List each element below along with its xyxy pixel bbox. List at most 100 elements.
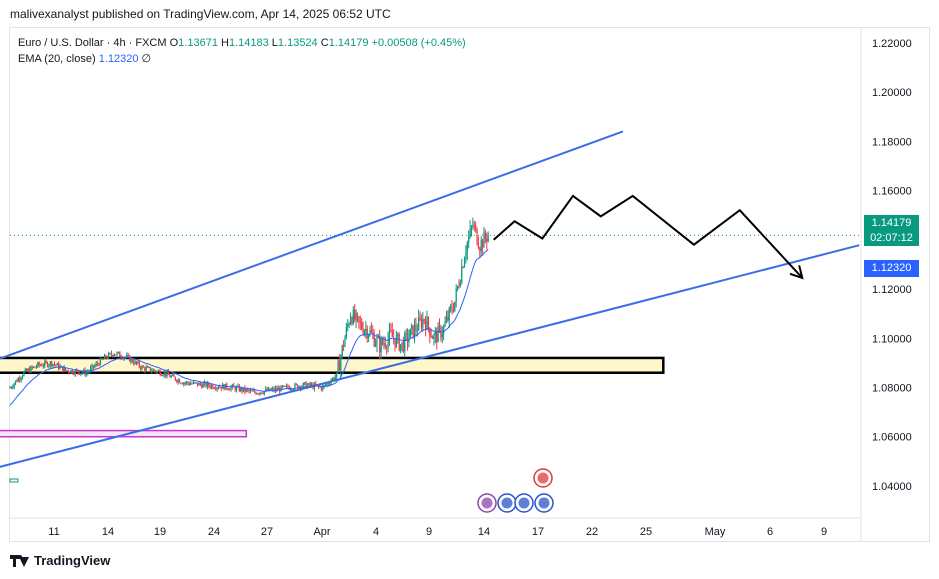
candle-body (162, 375, 164, 377)
candle-body (459, 282, 461, 287)
candle-body (216, 387, 218, 389)
x-tick-label: 19 (154, 526, 166, 538)
candle-body (81, 372, 83, 374)
candle-body (331, 378, 334, 381)
candle-body (406, 333, 409, 343)
candle-body (295, 384, 297, 386)
candle-body (373, 334, 375, 347)
candle-body (156, 371, 158, 373)
candle-body (348, 323, 350, 325)
x-tick-label: 22 (586, 526, 598, 538)
candle-body (133, 362, 135, 364)
open-value: 1.13671 (178, 37, 218, 49)
candle-body (217, 387, 220, 389)
y-tick-label: 1.12000 (872, 284, 912, 296)
candle-body (340, 356, 342, 371)
candle-body (26, 369, 28, 371)
candle-body (31, 366, 33, 368)
candle-body (90, 367, 92, 371)
candle-body (484, 232, 486, 239)
candle-body (294, 384, 296, 389)
candle-body (177, 379, 179, 382)
candle-body (426, 317, 428, 330)
candle-body (380, 338, 382, 353)
candle-body (351, 317, 353, 324)
candle-body (194, 382, 196, 384)
candle-body (245, 389, 247, 392)
candle-body (87, 371, 89, 373)
candle-body (427, 317, 429, 328)
candle-body (37, 362, 39, 367)
lower-zone (0, 429, 248, 438)
y-tick-label: 1.20000 (872, 87, 912, 99)
footer-brand[interactable]: TradingView (10, 553, 110, 568)
chart-frame[interactable] (9, 27, 930, 542)
candle-body (117, 352, 120, 354)
candle-body (334, 376, 336, 380)
y-tick-label: 1.18000 (872, 136, 912, 148)
candle-body (71, 370, 74, 374)
candle-body (297, 384, 299, 389)
candle-body (187, 381, 189, 384)
candle-body (402, 342, 404, 352)
candle-body (95, 363, 97, 366)
candle-body (258, 393, 260, 395)
candle-body (409, 328, 411, 338)
candle-body (49, 361, 51, 366)
last-price: 1.14179 (871, 217, 912, 229)
candle-body (330, 380, 332, 384)
candle-body (309, 383, 311, 386)
candle-body (178, 379, 181, 384)
candle-body (274, 388, 277, 391)
candle-body (362, 328, 364, 334)
candle-body (172, 374, 174, 376)
candle-body (160, 375, 163, 377)
candle-body (105, 355, 107, 358)
candle-body (149, 367, 151, 372)
candle-body (401, 342, 403, 345)
candle-body (176, 380, 178, 382)
demand-zone (0, 356, 665, 374)
candle-body (381, 338, 384, 344)
candle-body (45, 361, 47, 363)
candle-body (206, 382, 208, 387)
candle-body (277, 388, 279, 391)
edge-marker (9, 478, 19, 483)
ema-extra: ∅ (141, 53, 152, 65)
candle-body (224, 383, 227, 390)
x-tick-label: 17 (532, 526, 544, 538)
candle-body (365, 328, 367, 331)
candle-body (320, 386, 322, 390)
candle-body (349, 317, 352, 324)
x-tick-label: 11 (48, 526, 59, 538)
candle-body (404, 333, 406, 352)
candle-body (66, 370, 68, 372)
candle-body (101, 358, 103, 360)
x-tick-label: 25 (640, 526, 652, 538)
candle-body (437, 325, 439, 343)
candle-body (204, 382, 206, 384)
candle-body (16, 380, 18, 382)
candle-body (260, 392, 263, 394)
candle-body (151, 371, 153, 373)
candle-body (130, 358, 132, 362)
candle-body (65, 367, 67, 371)
candle-body (108, 353, 110, 359)
candle-body (205, 382, 207, 387)
candle-body (283, 385, 285, 387)
candle-body (249, 390, 252, 392)
candle-body (102, 358, 104, 360)
candle-body (38, 362, 40, 366)
candle-body (394, 338, 396, 347)
x-tick-label: 4 (373, 526, 379, 538)
candle-body (135, 361, 138, 364)
candle-body (140, 366, 142, 370)
x-tick-label: 9 (426, 526, 432, 538)
candle-body (354, 309, 356, 320)
candle-body (128, 355, 131, 362)
candle-body (376, 337, 378, 345)
candle-body (265, 388, 267, 392)
candle-body (468, 236, 470, 243)
candle-body (42, 365, 44, 367)
